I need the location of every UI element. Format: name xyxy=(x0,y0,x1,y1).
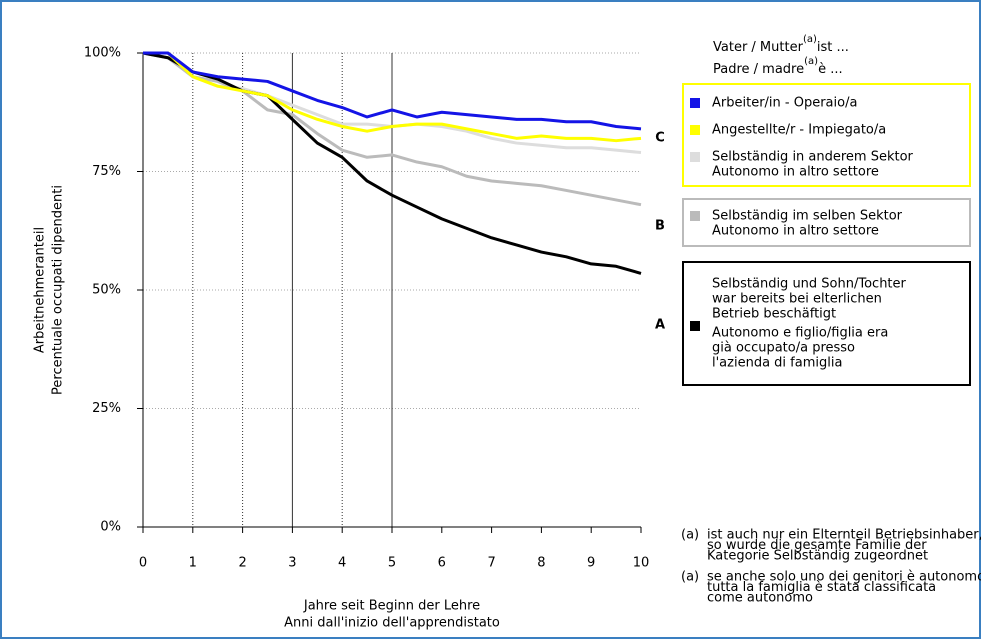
note-text: so wurde die gesamte Familie der xyxy=(707,538,927,553)
note-text: ist auch nur ein Elternteil Betriebsinha… xyxy=(707,528,981,543)
legend-box xyxy=(682,83,971,187)
x-tick-label: 5 xyxy=(388,556,396,571)
line-series xyxy=(143,51,642,143)
note-text: se anche solo uno dei genitori è autonom… xyxy=(707,570,981,585)
legend-label: Betrieb beschäftigt xyxy=(712,307,836,322)
legend-label: Autonomo in altro settore xyxy=(712,224,879,239)
legend-label: Selbständig und Sohn/Tochter xyxy=(712,277,907,292)
legend-group-label: A xyxy=(655,318,665,333)
x-axis-label: Jahre seit Beginn der Lehre xyxy=(303,599,480,614)
y-tick-label: 25% xyxy=(92,401,121,416)
x-tick-label: 8 xyxy=(537,556,545,571)
legend-label: Angestellte/r - Impiegato/a xyxy=(712,123,886,138)
line-series xyxy=(142,51,642,275)
note-text: come autonomo xyxy=(707,591,813,606)
x-tick-label: 1 xyxy=(189,556,197,571)
legend-title-text: Padre / madre xyxy=(713,62,804,77)
legend-title-sup: (a) xyxy=(804,56,818,67)
x-tick-label: 4 xyxy=(338,556,346,571)
line-series xyxy=(143,51,642,131)
x-tick-label: 3 xyxy=(288,556,296,571)
legend-title-text: è ... xyxy=(818,62,843,77)
legend-label: Selbständig in anderem Sektor xyxy=(712,150,914,165)
note-marker: (a) xyxy=(681,570,699,585)
legend-label: già occupato/a presso xyxy=(712,341,855,356)
legend-box xyxy=(682,198,971,247)
legend-swatch[interactable] xyxy=(690,98,700,108)
note-text: tutta la famiglia è stata classificata xyxy=(707,580,936,595)
x-tick-label: 0 xyxy=(139,556,147,571)
legend-group-label: B xyxy=(655,219,665,234)
legend-swatch[interactable] xyxy=(690,125,700,135)
x-axis-label: Anni dall'inizio dell'apprendistato xyxy=(284,616,500,631)
legend-label: Autonomo e figlio/figlia era xyxy=(712,326,888,341)
note-marker: (a) xyxy=(681,528,699,543)
legend-title: Padre / madre(a)è ... xyxy=(713,56,843,77)
legend-label: l'azienda di famiglia xyxy=(712,356,842,371)
y-axis-label: Percentuale occupati dipendenti xyxy=(51,185,66,395)
x-tick-label: 9 xyxy=(587,556,595,571)
x-tick-label: 2 xyxy=(238,556,246,571)
legend-label: war bereits bei elterlichen xyxy=(712,292,882,307)
legend-swatch[interactable] xyxy=(690,211,700,221)
y-axis-label: Arbeitnehmeranteil xyxy=(33,227,48,353)
legend-label: Arbeiter/in - Operaio/a xyxy=(712,96,857,111)
legend-title-sup: (a) xyxy=(803,34,817,45)
legend-group-label: C xyxy=(655,131,665,146)
legend-title: Vater / Mutter(a)ist ... xyxy=(713,34,849,55)
y-tick-label: 0% xyxy=(100,520,121,535)
legend-swatch[interactable] xyxy=(690,321,700,331)
legend-title-text: ist ... xyxy=(817,40,849,55)
legend-swatch[interactable] xyxy=(690,152,700,162)
x-tick-label: 6 xyxy=(438,556,446,571)
legend-label: Autonomo in altro settore xyxy=(712,165,879,180)
legend-box xyxy=(682,261,971,386)
x-tick-label: 10 xyxy=(633,556,650,571)
note-text: Kategorie Selbständig zugeordnet xyxy=(707,549,928,564)
x-tick-label: 7 xyxy=(487,556,495,571)
y-tick-label: 50% xyxy=(92,283,121,298)
legend-title-text: Vater / Mutter xyxy=(713,40,804,55)
y-tick-label: 75% xyxy=(92,164,121,179)
legend-label: Selbständig im selben Sektor xyxy=(712,209,903,224)
y-tick-label: 100% xyxy=(84,46,121,61)
